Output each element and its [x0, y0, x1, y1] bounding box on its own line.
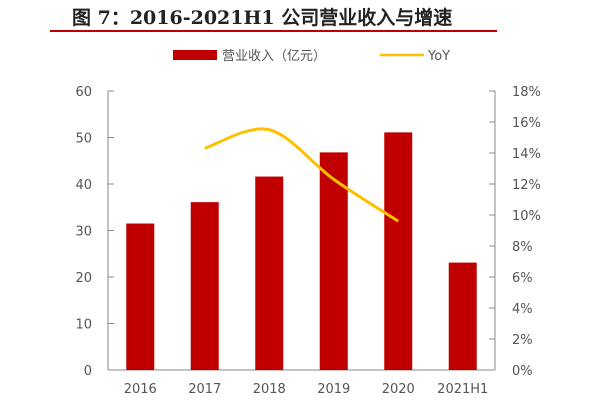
right-tick-label: 18%	[512, 85, 541, 100]
bar	[255, 176, 284, 370]
right-tick-label: 0%	[512, 364, 533, 379]
bar	[190, 202, 219, 370]
legend-bar-swatch	[173, 50, 217, 60]
left-tick-label: 0	[84, 364, 92, 379]
left-tick-label: 10	[75, 318, 92, 333]
right-tick-label: 8%	[512, 240, 533, 255]
right-tick-label: 4%	[512, 302, 533, 317]
x-tick-label: 2020	[382, 382, 415, 397]
right-tick-label: 16%	[512, 116, 541, 131]
x-tick-label: 2017	[188, 382, 221, 397]
bar	[448, 262, 477, 370]
chart-title: 图 7：2016-2021H1 公司营业收入与增速	[72, 7, 453, 29]
legend-bar-label: 营业收入（亿元）	[222, 49, 326, 64]
x-tick-label: 2018	[253, 382, 286, 397]
bar	[319, 152, 348, 370]
left-tick-label: 30	[75, 225, 92, 240]
title-divider	[50, 30, 497, 32]
right-tick-label: 2%	[512, 333, 533, 348]
left-tick-label: 60	[75, 85, 92, 100]
yoy-line	[204, 127, 400, 223]
x-tick-label: 2016	[124, 382, 157, 397]
bar	[126, 223, 155, 370]
left-tick-label: 50	[75, 132, 92, 147]
right-tick-label: 6%	[512, 271, 533, 286]
x-tick-label: 2021H1	[437, 382, 488, 397]
right-tick-label: 12%	[512, 178, 541, 193]
legend-line-label: YoY	[427, 49, 450, 64]
left-tick-label: 20	[75, 271, 92, 286]
bar	[384, 132, 413, 370]
right-tick-label: 10%	[512, 209, 541, 224]
x-tick-label: 2019	[317, 382, 350, 397]
right-tick-label: 14%	[512, 147, 541, 162]
left-tick-label: 40	[75, 178, 92, 193]
